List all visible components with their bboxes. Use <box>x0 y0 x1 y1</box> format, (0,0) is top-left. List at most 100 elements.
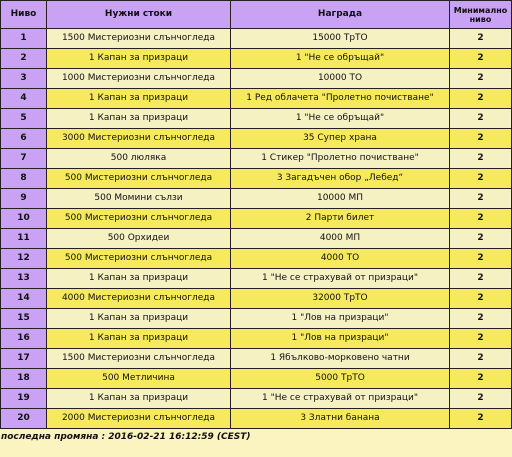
reward-cell: 3 Загадъчен обор „Лебед“ <box>230 168 450 189</box>
level-cell: 17 <box>0 348 47 369</box>
min-level-cell: 2 <box>449 48 512 69</box>
table-body: 1 1500 Мистериозни слънчогледа 15000 ТрТ… <box>0 28 512 429</box>
min-level-cell: 2 <box>449 408 512 429</box>
table-row: 19 1 Капан за призраци 1 "Не се страхува… <box>0 388 512 409</box>
header-row: Ниво Нужни стоки Награда Минимално ниво <box>0 0 512 29</box>
min-level-cell: 2 <box>449 28 512 49</box>
level-cell: 3 <box>0 68 47 89</box>
level-cell: 2 <box>0 48 47 69</box>
level-cell: 5 <box>0 108 47 129</box>
table-row: 17 1500 Мистериозни слънчогледа 1 Ябълко… <box>0 348 512 369</box>
min-level-cell: 2 <box>449 108 512 129</box>
goods-cell: 500 Орхидеи <box>46 228 231 249</box>
goods-cell: 2000 Мистериозни слънчогледа <box>46 408 231 429</box>
table-row: 4 1 Капан за призраци 1 Ред облачета "Пр… <box>0 88 512 109</box>
level-cell: 1 <box>0 28 47 49</box>
reward-cell: 1 Ябълково-морковено чатни <box>230 348 450 369</box>
level-cell: 7 <box>0 148 47 169</box>
table-row: 1 1500 Мистериозни слънчогледа 15000 ТрТ… <box>0 28 512 49</box>
min-level-cell: 2 <box>449 348 512 369</box>
reward-cell: 1 "Не се страхувай от призраци" <box>230 268 450 289</box>
goods-cell: 1 Капан за призраци <box>46 388 231 409</box>
goods-cell: 1 Капан за призраци <box>46 308 231 329</box>
goods-cell: 500 Метличина <box>46 368 231 389</box>
reward-cell: 3 Златни банана <box>230 408 450 429</box>
table-row: 15 1 Капан за призраци 1 "Лов на призрац… <box>0 308 512 329</box>
reward-cell: 15000 ТрТО <box>230 28 450 49</box>
min-level-cell: 2 <box>449 388 512 409</box>
level-cell: 19 <box>0 388 47 409</box>
level-cell: 16 <box>0 328 47 349</box>
level-cell: 4 <box>0 88 47 109</box>
level-cell: 20 <box>0 408 47 429</box>
min-level-cell: 2 <box>449 288 512 309</box>
header-goods: Нужни стоки <box>46 0 231 29</box>
goods-cell: 1 Капан за призраци <box>46 328 231 349</box>
goods-cell: 1 Капан за призраци <box>46 48 231 69</box>
level-cell: 8 <box>0 168 47 189</box>
reward-cell: 1 "Не се обръщай" <box>230 108 450 129</box>
level-cell: 10 <box>0 208 47 229</box>
goods-cell: 500 Момини сълзи <box>46 188 231 209</box>
level-cell: 9 <box>0 188 47 209</box>
table-row: 20 2000 Мистериозни слънчогледа 3 Златни… <box>0 408 512 429</box>
goods-cell: 1 Капан за призраци <box>46 108 231 129</box>
min-level-cell: 2 <box>449 368 512 389</box>
goods-cell: 1000 Мистериозни слънчогледа <box>46 68 231 89</box>
reward-cell: 35 Супер храна <box>230 128 450 149</box>
goods-cell: 500 люляка <box>46 148 231 169</box>
table-row: 2 1 Капан за призраци 1 "Не се обръщай" … <box>0 48 512 69</box>
reward-cell: 2 Парти билет <box>230 208 450 229</box>
header-min-level-label: Минимално ниво <box>453 5 508 24</box>
header-min-level: Минимално ниво <box>449 0 512 29</box>
header-level: Ниво <box>0 0 47 29</box>
reward-cell: 1 "Лов на призраци" <box>230 328 450 349</box>
table-row: 8 500 Мистериозни слънчогледа 3 Загадъче… <box>0 168 512 189</box>
min-level-cell: 2 <box>449 208 512 229</box>
table-row: 13 1 Капан за призраци 1 "Не се страхува… <box>0 268 512 289</box>
reward-cell: 5000 ТрТО <box>230 368 450 389</box>
reward-cell: 4000 МП <box>230 228 450 249</box>
reward-cell: 10000 МП <box>230 188 450 209</box>
reward-cell: 32000 ТрТО <box>230 288 450 309</box>
table-row: 5 1 Капан за призраци 1 "Не се обръщай" … <box>0 108 512 129</box>
levels-table: Ниво Нужни стоки Награда Минимално ниво … <box>0 0 512 429</box>
goods-cell: 1500 Мистериозни слънчогледа <box>46 348 231 369</box>
goods-cell: 500 Мистериозни слънчогледа <box>46 168 231 189</box>
table-row: 18 500 Метличина 5000 ТрТО 2 <box>0 368 512 389</box>
table-row: 10 500 Мистериозни слънчогледа 2 Парти б… <box>0 208 512 229</box>
table-row: 7 500 люляка 1 Стикер "Пролетно почиства… <box>0 148 512 169</box>
reward-cell: 1 Стикер "Пролетно почистване" <box>230 148 450 169</box>
table-row: 12 500 Мистериозни слънчогледа 4000 ТО 2 <box>0 248 512 269</box>
min-level-cell: 2 <box>449 308 512 329</box>
min-level-cell: 2 <box>449 248 512 269</box>
goods-cell: 4000 Мистериозни слънчогледа <box>46 288 231 309</box>
table-row: 3 1000 Мистериозни слънчогледа 10000 ТО … <box>0 68 512 89</box>
min-level-cell: 2 <box>449 68 512 89</box>
reward-cell: 1 "Не се обръщай" <box>230 48 450 69</box>
min-level-cell: 2 <box>449 168 512 189</box>
goods-cell: 3000 Мистериозни слънчогледа <box>46 128 231 149</box>
min-level-cell: 2 <box>449 88 512 109</box>
goods-cell: 500 Мистериозни слънчогледа <box>46 208 231 229</box>
level-cell: 15 <box>0 308 47 329</box>
level-cell: 14 <box>0 288 47 309</box>
min-level-cell: 2 <box>449 328 512 349</box>
level-cell: 12 <box>0 248 47 269</box>
last-modified-footer: последна промяна : 2016-02-21 16:12:59 (… <box>1 432 251 442</box>
header-reward: Награда <box>230 0 450 29</box>
table-row: 16 1 Капан за призраци 1 "Лов на призрац… <box>0 328 512 349</box>
reward-cell: 10000 ТО <box>230 68 450 89</box>
min-level-cell: 2 <box>449 128 512 149</box>
goods-cell: 1 Капан за призраци <box>46 268 231 289</box>
level-cell: 13 <box>0 268 47 289</box>
min-level-cell: 2 <box>449 268 512 289</box>
table-row: 9 500 Момини сълзи 10000 МП 2 <box>0 188 512 209</box>
level-cell: 18 <box>0 368 47 389</box>
table-row: 6 3000 Мистериозни слънчогледа 35 Супер … <box>0 128 512 149</box>
reward-cell: 4000 ТО <box>230 248 450 269</box>
goods-cell: 1500 Мистериозни слънчогледа <box>46 28 231 49</box>
reward-cell: 1 "Лов на призраци" <box>230 308 450 329</box>
table-row: 14 4000 Мистериозни слънчогледа 32000 Тр… <box>0 288 512 309</box>
reward-cell: 1 Ред облачета "Пролетно почистване" <box>230 88 450 109</box>
